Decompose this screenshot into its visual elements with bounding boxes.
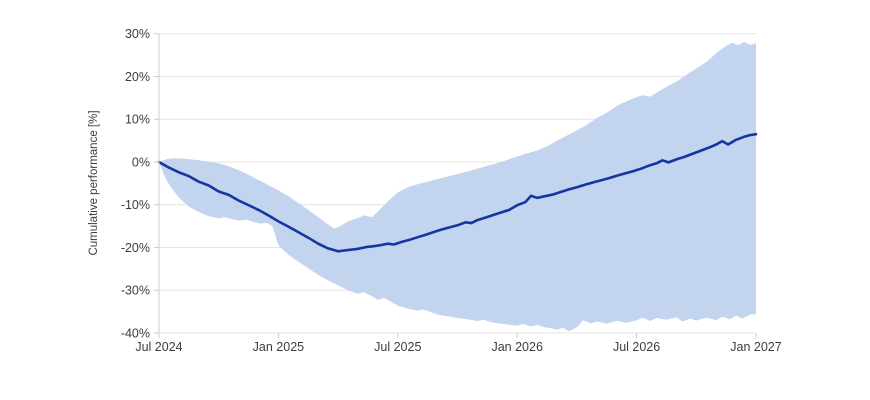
- y-tick-label: 0%: [132, 155, 150, 169]
- tick-labels: 30% 20% 10% 0% -10% -20% -30% -40%Jul 2024 Jan 2…: [121, 27, 782, 354]
- x-tick-label: Jul 2025: [374, 340, 421, 354]
- y-axis-title: Cumulative performance [%]: [88, 110, 100, 255]
- y-tick-label: 20%: [125, 70, 150, 84]
- x-tick-label: Jul 2024: [135, 340, 182, 354]
- x-tick-label: Jul 2026: [613, 340, 660, 354]
- y-tick-label: -30%: [121, 284, 150, 298]
- median-line: [157, 132, 758, 253]
- y-tick-label: 30%: [125, 27, 150, 41]
- x-tick-label: Jan 2026: [491, 340, 542, 354]
- axes-and-ticks: [154, 33, 757, 338]
- y-tick-label: -20%: [121, 241, 150, 255]
- y-tick-label: -10%: [121, 198, 150, 212]
- y-tick-label: -40%: [121, 326, 150, 340]
- x-tick-label: Jan 2027: [730, 340, 781, 354]
- x-tick-label: Jan 2025: [253, 340, 304, 354]
- y-tick-label: 10%: [125, 113, 150, 127]
- uncertainty-band: [159, 41, 756, 332]
